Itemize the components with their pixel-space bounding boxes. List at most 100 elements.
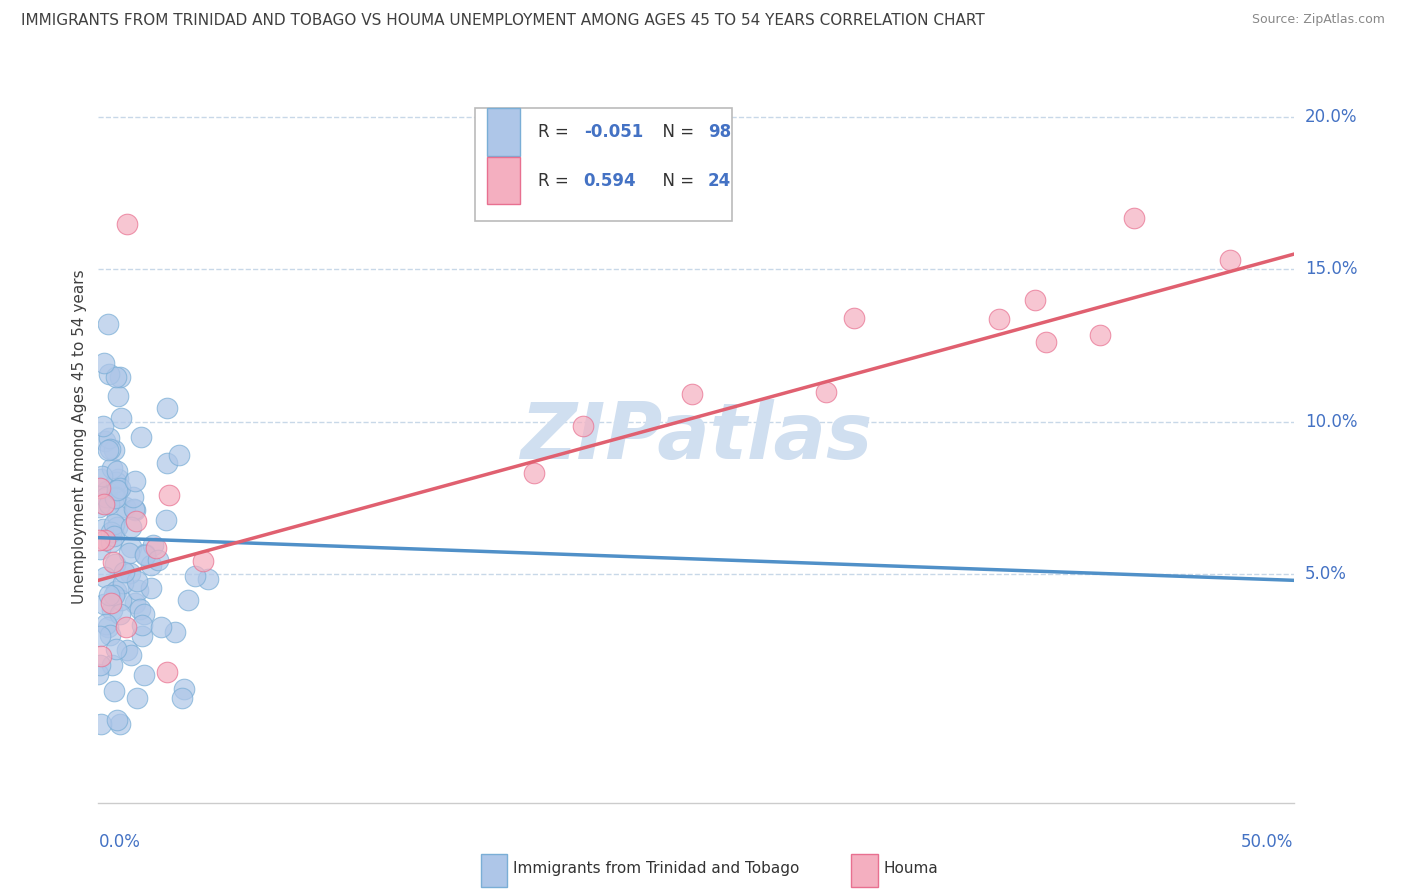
Text: -0.051: -0.051 bbox=[583, 123, 643, 141]
Point bbox=[118, 546, 141, 560]
Point bbox=[104, 475, 127, 490]
Point bbox=[150, 619, 173, 633]
Point bbox=[191, 554, 214, 568]
Point bbox=[104, 583, 127, 598]
Point bbox=[104, 557, 127, 571]
Point bbox=[108, 370, 131, 384]
Point bbox=[98, 367, 121, 381]
Point bbox=[89, 658, 111, 673]
Point bbox=[127, 690, 149, 705]
Point bbox=[132, 607, 155, 621]
Bar bbox=[852, 854, 877, 887]
Bar bbox=[486, 157, 520, 204]
Point bbox=[115, 620, 138, 634]
Point bbox=[90, 496, 112, 510]
Text: ZIPatlas: ZIPatlas bbox=[520, 399, 872, 475]
Point bbox=[91, 469, 114, 483]
Text: N =: N = bbox=[652, 123, 699, 141]
Point bbox=[91, 419, 114, 434]
Point bbox=[120, 648, 142, 662]
Point bbox=[97, 620, 120, 634]
Point bbox=[104, 491, 127, 505]
Point bbox=[176, 593, 198, 607]
Bar bbox=[486, 108, 520, 155]
Text: 50.0%: 50.0% bbox=[1241, 833, 1294, 851]
Point bbox=[107, 464, 129, 478]
Point bbox=[87, 667, 110, 681]
Point bbox=[97, 317, 120, 331]
Point bbox=[98, 431, 121, 445]
Point bbox=[90, 472, 112, 486]
Point bbox=[111, 576, 134, 591]
Text: 15.0%: 15.0% bbox=[1305, 260, 1357, 278]
Point bbox=[110, 593, 132, 607]
Point bbox=[112, 565, 135, 579]
Bar bbox=[481, 854, 508, 887]
Point bbox=[571, 419, 593, 434]
Point bbox=[101, 555, 124, 569]
Text: 10.0%: 10.0% bbox=[1305, 413, 1357, 431]
Point bbox=[127, 583, 149, 598]
Point bbox=[100, 442, 122, 456]
Point bbox=[90, 716, 112, 731]
Point bbox=[107, 472, 129, 486]
Point bbox=[110, 411, 132, 425]
Point bbox=[124, 596, 146, 610]
Point bbox=[988, 311, 1011, 326]
Point bbox=[148, 552, 170, 566]
Point bbox=[105, 520, 128, 534]
Point bbox=[134, 668, 156, 682]
Point bbox=[90, 648, 112, 663]
Point bbox=[129, 430, 152, 444]
Point bbox=[1123, 211, 1146, 226]
Point bbox=[134, 548, 156, 562]
Point bbox=[100, 596, 122, 610]
Point bbox=[93, 597, 115, 611]
Point bbox=[173, 681, 195, 696]
Text: IMMIGRANTS FROM TRINIDAD AND TOBAGO VS HOUMA UNEMPLOYMENT AMONG AGES 45 TO 54 YE: IMMIGRANTS FROM TRINIDAD AND TOBAGO VS H… bbox=[21, 13, 984, 29]
Point bbox=[167, 448, 190, 462]
Point bbox=[1088, 328, 1111, 343]
Point bbox=[89, 482, 111, 496]
Point bbox=[94, 570, 117, 584]
Point bbox=[155, 512, 177, 526]
Point bbox=[129, 602, 152, 616]
Text: R =: R = bbox=[538, 171, 579, 189]
Point bbox=[170, 690, 193, 705]
Point bbox=[1219, 252, 1241, 267]
Point bbox=[120, 566, 142, 581]
Point bbox=[131, 629, 153, 643]
Point bbox=[103, 529, 125, 543]
Point bbox=[122, 502, 145, 516]
Point bbox=[124, 503, 146, 517]
Point bbox=[101, 657, 124, 672]
Point bbox=[141, 558, 163, 573]
Point bbox=[103, 588, 125, 602]
Point bbox=[108, 716, 131, 731]
Point bbox=[105, 713, 128, 727]
Point bbox=[100, 535, 122, 549]
Point bbox=[183, 569, 205, 583]
Point bbox=[103, 443, 125, 458]
Point bbox=[98, 628, 121, 642]
Text: 24: 24 bbox=[709, 171, 731, 189]
Point bbox=[100, 524, 122, 539]
Point bbox=[120, 519, 142, 533]
Point bbox=[108, 607, 131, 622]
Point bbox=[156, 401, 179, 416]
Point bbox=[1024, 293, 1046, 307]
Point bbox=[91, 522, 114, 536]
Point bbox=[89, 628, 111, 642]
Point bbox=[141, 538, 163, 552]
Point bbox=[89, 542, 111, 557]
Text: Houma: Houma bbox=[883, 861, 938, 876]
Point bbox=[100, 461, 122, 475]
Point bbox=[815, 385, 838, 400]
Point bbox=[105, 508, 128, 523]
Text: R =: R = bbox=[538, 123, 574, 141]
Point bbox=[89, 533, 111, 548]
Point bbox=[94, 490, 117, 504]
Point bbox=[108, 481, 131, 495]
Text: 20.0%: 20.0% bbox=[1305, 108, 1357, 126]
Point bbox=[107, 483, 129, 497]
